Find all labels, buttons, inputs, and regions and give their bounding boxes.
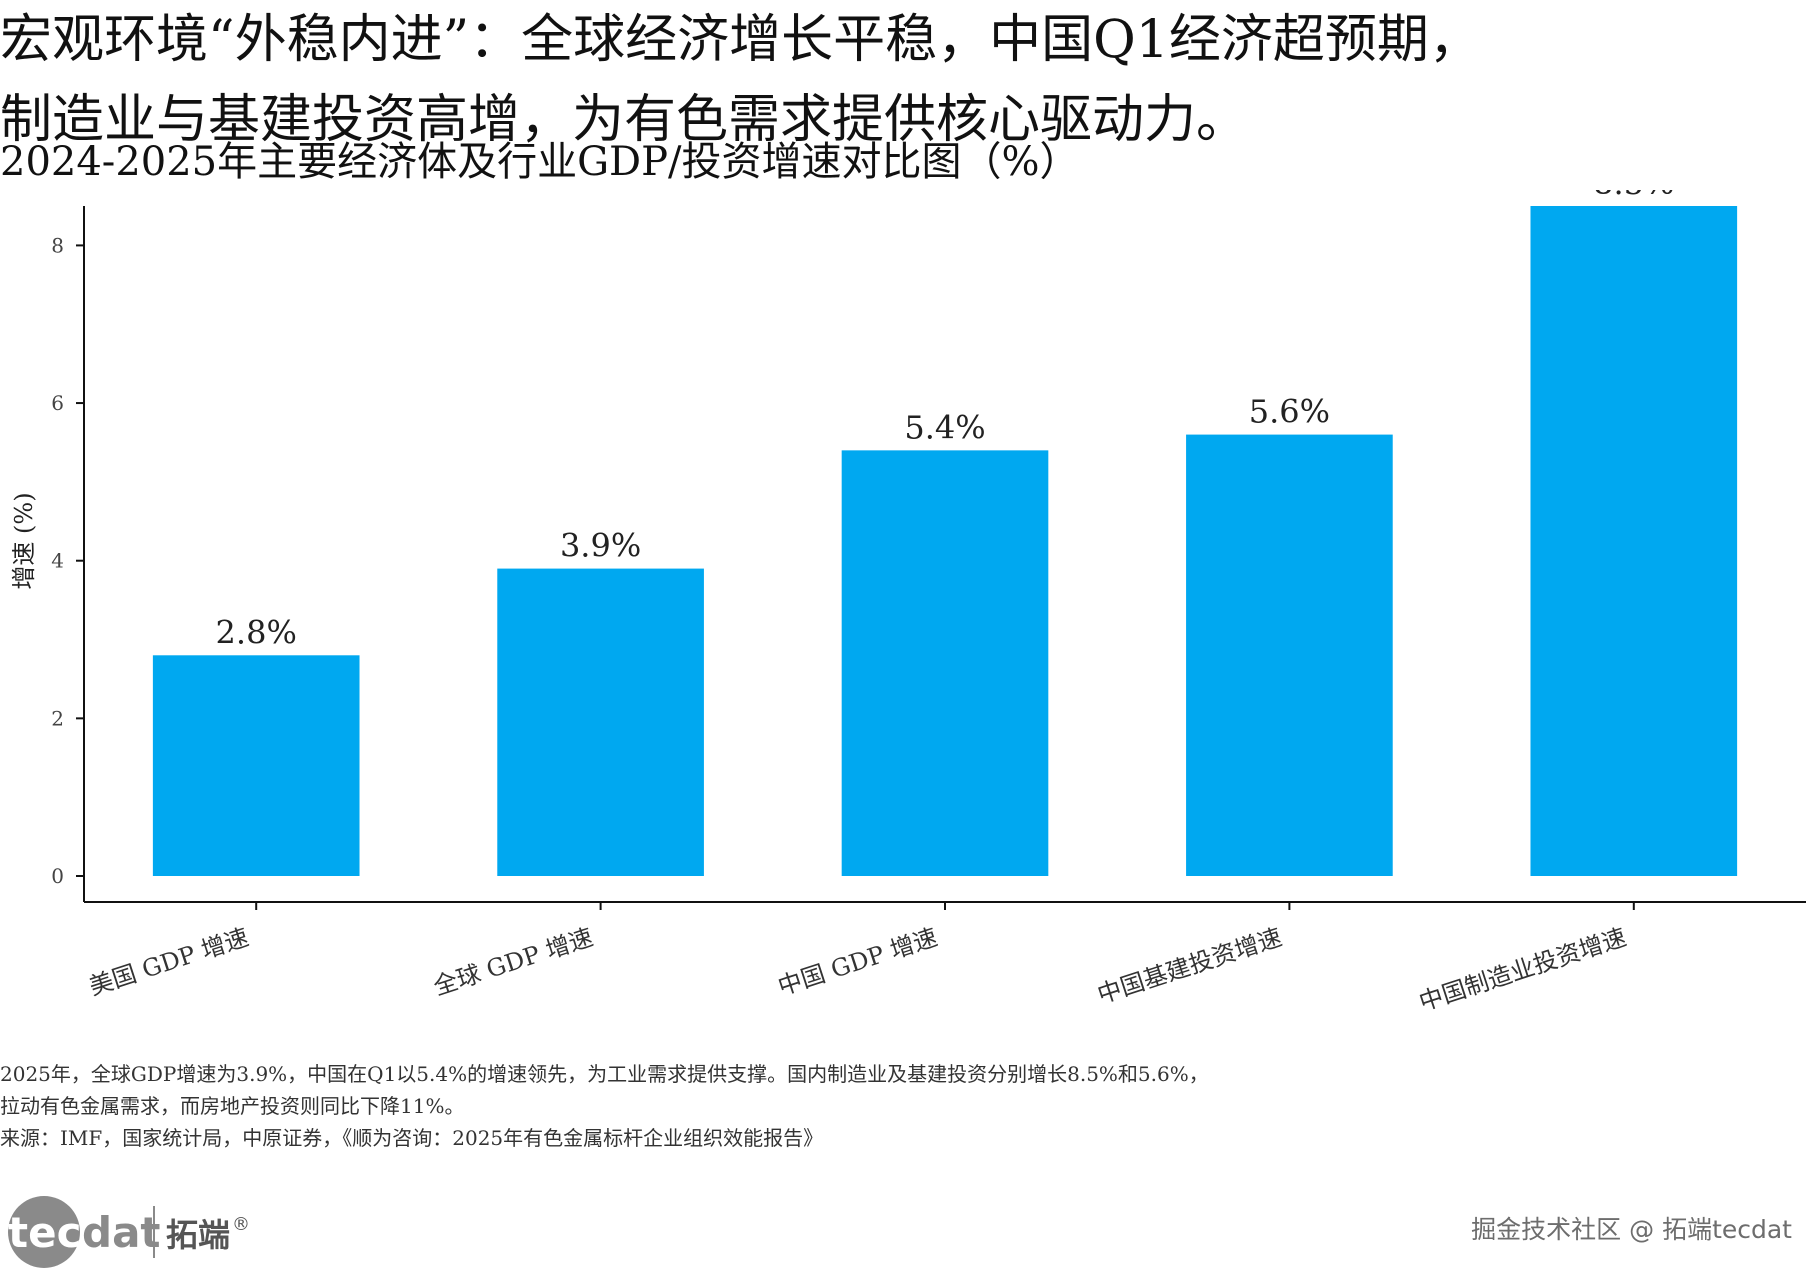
logo-text: tec <box>8 1208 81 1257</box>
y-tick-label: 0 <box>51 864 64 888</box>
headline: 宏观环境“外稳内进”：全球经济增长平稳，中国Q1经济超预期， 制造业与基建投资高… <box>0 0 1814 160</box>
logo-cn-text: 拓端 <box>166 1216 230 1254</box>
source-note: 来源：IMF，国家统计局，中原证券，《顺为咨询：2025年有色金属标杆企业组织效… <box>0 1126 824 1150</box>
bar-value-label: 3.9% <box>560 527 641 565</box>
y-tick-label: 4 <box>51 549 64 573</box>
bar <box>1530 206 1738 876</box>
note-line-1: 2025年，全球GDP增速为3.9%，中国在Q1以5.4%的增速领先，为工业需求… <box>0 1062 1209 1086</box>
bar-value-label: 5.6% <box>1249 393 1330 431</box>
y-tick-label: 6 <box>51 391 64 415</box>
bar-chart: 2.8% 3.9% 5.4% 5.6% 8.5% 0 2 4 6 8 增速 (%) 美国 GDP 增… <box>10 190 1806 1016</box>
x-tick-label: 美国 GDP 增速 <box>86 923 252 1001</box>
bar <box>497 568 704 876</box>
bar <box>152 655 360 876</box>
logo-circle <box>8 1196 80 1268</box>
y-tick-label: 8 <box>51 233 64 257</box>
bar-value-label: 8.5% <box>1593 190 1674 202</box>
watermark: 掘金技术社区 @ 拓端tecdat <box>1471 1215 1792 1244</box>
bar-value-label: 5.4% <box>904 408 985 446</box>
y-tick-label: 2 <box>51 706 64 730</box>
headline-line-1: 宏观环境“外稳内进”：全球经济增长平稳，中国Q1经济超预期， <box>0 10 1481 70</box>
bar-value-label: 2.8% <box>216 613 297 651</box>
logo-registered-mark: ® <box>232 1214 250 1235</box>
bar <box>1186 434 1393 876</box>
x-tick-label: 全球 GDP 增速 <box>430 923 596 1001</box>
bars-layer: 2.8% 3.9% 5.4% 5.6% 8.5% <box>152 190 1738 876</box>
x-tick-label: 中国 GDP 增速 <box>774 923 940 1001</box>
y-axis-label: 增速 (%) <box>10 492 38 589</box>
x-tick-label: 中国制造业投资增速 <box>1416 923 1630 1016</box>
note-line-2: 拉动有色金属需求，而房地产投资则同比下降11%。 <box>0 1094 465 1118</box>
headline-line-2: 制造业与基建投资高增，为有色需求提供核心驱动力。 <box>0 90 1249 150</box>
bar <box>841 450 1049 876</box>
chart-title: 2024-2025年主要经济体及行业GDP/投资增速对比图（%） <box>0 139 1080 185</box>
logo-text-tail: dat <box>82 1208 160 1257</box>
tecdat-logo: tec dat 拓端 ® <box>8 1196 250 1268</box>
x-tick-label: 中国基建投资增速 <box>1094 923 1285 1009</box>
